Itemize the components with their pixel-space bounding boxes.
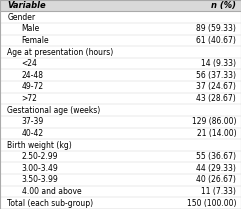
Text: 40-42: 40-42	[22, 129, 44, 138]
Text: 89 (59.33): 89 (59.33)	[196, 24, 236, 33]
Text: 129 (86.00): 129 (86.00)	[192, 117, 236, 126]
Text: 37-39: 37-39	[22, 117, 44, 126]
Bar	[0, 197, 241, 209]
Text: 61 (40.67): 61 (40.67)	[196, 36, 236, 45]
Text: Gestational age (weeks): Gestational age (weeks)	[7, 106, 100, 115]
Bar	[0, 139, 241, 151]
Bar	[0, 11, 241, 23]
Bar	[0, 93, 241, 104]
Text: Total (each sub-group): Total (each sub-group)	[7, 199, 93, 208]
Bar	[0, 116, 241, 127]
Text: Age at presentation (hours): Age at presentation (hours)	[7, 47, 114, 56]
Text: Variable: Variable	[7, 1, 46, 10]
Bar	[0, 151, 241, 162]
Bar	[0, 81, 241, 93]
Text: 3.50-3.99: 3.50-3.99	[22, 175, 58, 184]
Bar	[0, 23, 241, 34]
Text: 43 (28.67): 43 (28.67)	[196, 94, 236, 103]
Bar	[0, 58, 241, 69]
Text: 11 (7.33): 11 (7.33)	[201, 187, 236, 196]
Bar	[0, 186, 241, 197]
Bar	[0, 46, 241, 58]
Text: 4.00 and above: 4.00 and above	[22, 187, 81, 196]
Text: 40 (26.67): 40 (26.67)	[196, 175, 236, 184]
Bar	[0, 34, 241, 46]
Text: 37 (24.67): 37 (24.67)	[196, 82, 236, 91]
Bar	[0, 104, 241, 116]
Text: >72: >72	[22, 94, 38, 103]
Text: 14 (9.33): 14 (9.33)	[201, 59, 236, 68]
Text: n (%): n (%)	[211, 1, 236, 10]
Text: Birth weight (kg): Birth weight (kg)	[7, 140, 72, 149]
Text: 21 (14.00): 21 (14.00)	[197, 129, 236, 138]
Bar	[0, 0, 241, 11]
Text: 24-48: 24-48	[22, 71, 44, 80]
Text: 49-72: 49-72	[22, 82, 44, 91]
Bar	[0, 69, 241, 81]
Text: Female: Female	[22, 36, 49, 45]
Text: <24: <24	[22, 59, 38, 68]
Text: 56 (37.33): 56 (37.33)	[196, 71, 236, 80]
Text: Male: Male	[22, 24, 40, 33]
Text: 150 (100.00): 150 (100.00)	[187, 199, 236, 208]
Bar	[0, 127, 241, 139]
Text: 2.50-2.99: 2.50-2.99	[22, 152, 58, 161]
Bar	[0, 174, 241, 186]
Text: Gender: Gender	[7, 13, 35, 22]
Bar	[0, 162, 241, 174]
Text: 3.00-3.49: 3.00-3.49	[22, 164, 58, 173]
Text: 55 (36.67): 55 (36.67)	[196, 152, 236, 161]
Text: 44 (29.33): 44 (29.33)	[196, 164, 236, 173]
